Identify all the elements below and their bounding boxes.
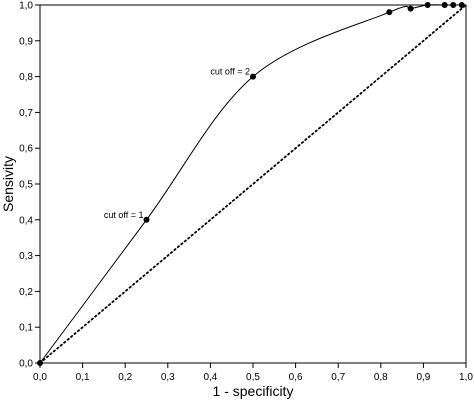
annotations: cut off = 1 cut off = 2 (104, 67, 250, 220)
y-axis-ticks: 0,0 0,1 0,2 0,3 0,4 0,5 0,6 0,7 0,8 0,9 1,0 (19, 1, 40, 370)
cutoff-annotation: cut off = 2 (210, 67, 250, 77)
x-tick-label: 0,3 (161, 372, 175, 383)
y-tick-label: 0,3 (19, 251, 33, 262)
roc-point (250, 73, 256, 80)
y-tick-label: 0,7 (19, 108, 33, 119)
roc-point (424, 2, 431, 8)
x-tick-label: 0,8 (374, 372, 388, 383)
x-tick-label: 0,2 (118, 372, 132, 383)
reference-diagonal-line (39, 4, 467, 364)
roc-point (143, 216, 150, 223)
x-tick-label: 0,9 (416, 372, 430, 383)
y-tick-label: 0,4 (19, 215, 33, 226)
x-axis-title: 1 - specificity (213, 383, 294, 399)
x-tick-label: 0,0 (33, 372, 47, 383)
y-axis-title: Sensivity (0, 156, 16, 212)
x-axis-ticks: 0,0 0,1 0,2 0,3 0,4 0,5 0,6 0,7 0,8 0,9 1,0 (33, 363, 473, 383)
roc-point (441, 2, 448, 8)
y-tick-label: 0,0 (19, 359, 33, 370)
x-tick-label: 1,0 (459, 372, 473, 383)
series-layer (37, 2, 467, 366)
roc-point (386, 9, 393, 16)
y-tick-label: 0,1 (19, 323, 33, 334)
x-tick-label: 0,7 (331, 372, 345, 383)
roc-point (450, 2, 457, 8)
y-tick-label: 0,6 (19, 144, 33, 155)
y-tick-label: 1,0 (19, 1, 33, 12)
x-tick-label: 0,6 (289, 372, 303, 383)
y-tick-label: 0,8 (19, 72, 33, 83)
roc-point (407, 5, 414, 12)
x-tick-label: 0,4 (203, 372, 217, 383)
y-tick-label: 0,9 (19, 36, 33, 47)
y-tick-label: 0,2 (19, 287, 33, 298)
y-tick-label: 0,5 (19, 180, 33, 191)
cutoff-annotation: cut off = 1 (104, 210, 144, 220)
x-tick-label: 0,1 (76, 372, 90, 383)
x-tick-label: 0,5 (246, 372, 260, 383)
